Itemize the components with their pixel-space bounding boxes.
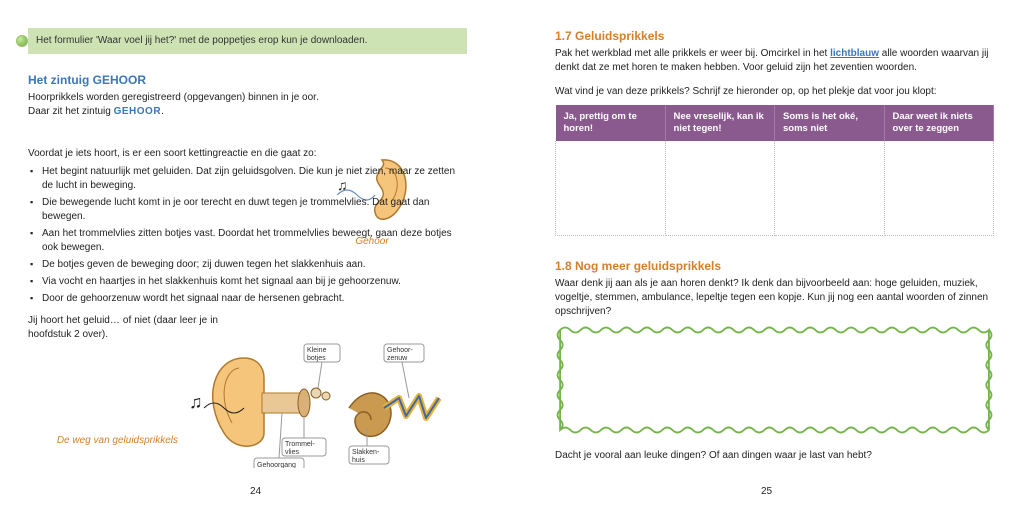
svg-text:♫: ♫ xyxy=(189,392,203,412)
bullet-item: Aan het trommelvlies zitten botjes vast.… xyxy=(28,227,467,255)
svg-text:Trommel-: Trommel- xyxy=(285,441,315,448)
download-banner: Het formulier 'Waar voel jij het?' met d… xyxy=(28,28,467,54)
heading-1-7: 1.7 Geluidsprikkels xyxy=(555,28,994,45)
page-right: 1.7 Geluidsprikkels Pak het werkblad met… xyxy=(511,0,1022,511)
feelings-table: Ja, prettig om te horen! Nee vreselijk, … xyxy=(555,105,994,236)
para-1-8: Waar denk jij aan als je aan horen denkt… xyxy=(555,277,994,319)
page-number-left: 24 xyxy=(0,485,511,499)
bullet-item: Door de gehoorzenuw wordt het signaal na… xyxy=(28,292,467,306)
intro-part1: Hoorprikkels worden geregistreerd (opgev… xyxy=(28,92,319,117)
svg-text:huis: huis xyxy=(352,457,365,464)
cell-4[interactable] xyxy=(884,141,994,236)
bullet-item: De botjes geven de beweging door; zij du… xyxy=(28,258,467,272)
ear-figure-internal: De weg van geluidsprikkels ♫ xyxy=(28,338,467,468)
bullet-list: Het begint natuurlijk met geluiden. Dat … xyxy=(28,165,467,306)
th-2: Nee vreselijk, kan ik niet tegen! xyxy=(665,105,775,141)
cell-1[interactable] xyxy=(556,141,666,236)
bullet-item: Het begint natuurlijk met geluiden. Dat … xyxy=(28,165,467,193)
th-4: Daar weet ik niets over te zeggen xyxy=(884,105,994,141)
cell-3[interactable] xyxy=(775,141,885,236)
heading-gehoor: Het zintuig GEHOOR xyxy=(28,72,467,89)
intro-text: Hoorprikkels worden geregistreerd (opgev… xyxy=(28,91,328,119)
cell-2[interactable] xyxy=(665,141,775,236)
para-reflect: Dacht je vooral aan leuke dingen? Of aan… xyxy=(555,449,994,463)
svg-text:botjes: botjes xyxy=(307,355,326,362)
download-banner-text: Het formulier 'Waar voel jij het?' met d… xyxy=(36,34,367,48)
page-left: Het formulier 'Waar voel jij het?' met d… xyxy=(0,0,511,511)
svg-text:Gehoor-: Gehoor- xyxy=(387,347,413,354)
p1-keyword: lichtblauw xyxy=(830,48,879,59)
th-3: Soms is het oké, soms niet xyxy=(775,105,885,141)
intro-end: . xyxy=(161,106,164,117)
page-number-right: 25 xyxy=(511,485,1022,499)
svg-text:Gehoorgang: Gehoorgang xyxy=(257,462,296,468)
svg-text:zenuw: zenuw xyxy=(387,355,408,362)
th-1: Ja, prettig om te horen! xyxy=(556,105,666,141)
para-1-7: Pak het werkblad met alle prikkels er we… xyxy=(555,47,994,75)
download-dot-icon xyxy=(16,35,28,47)
para-prompt: Wat vind je van deze prikkels? Schrijf z… xyxy=(555,85,994,99)
ear-fig2-caption: De weg van geluidsprikkels xyxy=(28,434,178,468)
p1-part-a: Pak het werkblad met alle prikkels er we… xyxy=(555,48,830,59)
svg-text:Slakken-: Slakken- xyxy=(352,449,380,456)
label-kleine-botjes: Kleine xyxy=(307,347,327,354)
heading-1-8: 1.8 Nog meer geluidsprikkels xyxy=(555,258,994,275)
svg-text:vlies: vlies xyxy=(285,449,300,456)
bullet-item: Via vocht en haartjes in het slakkenhuis… xyxy=(28,275,467,289)
wavy-input-box[interactable] xyxy=(555,325,994,435)
intro-keyword: GEHOOR xyxy=(114,106,161,117)
bullet-item: Die bewegende lucht komt in je oor terec… xyxy=(28,196,467,224)
